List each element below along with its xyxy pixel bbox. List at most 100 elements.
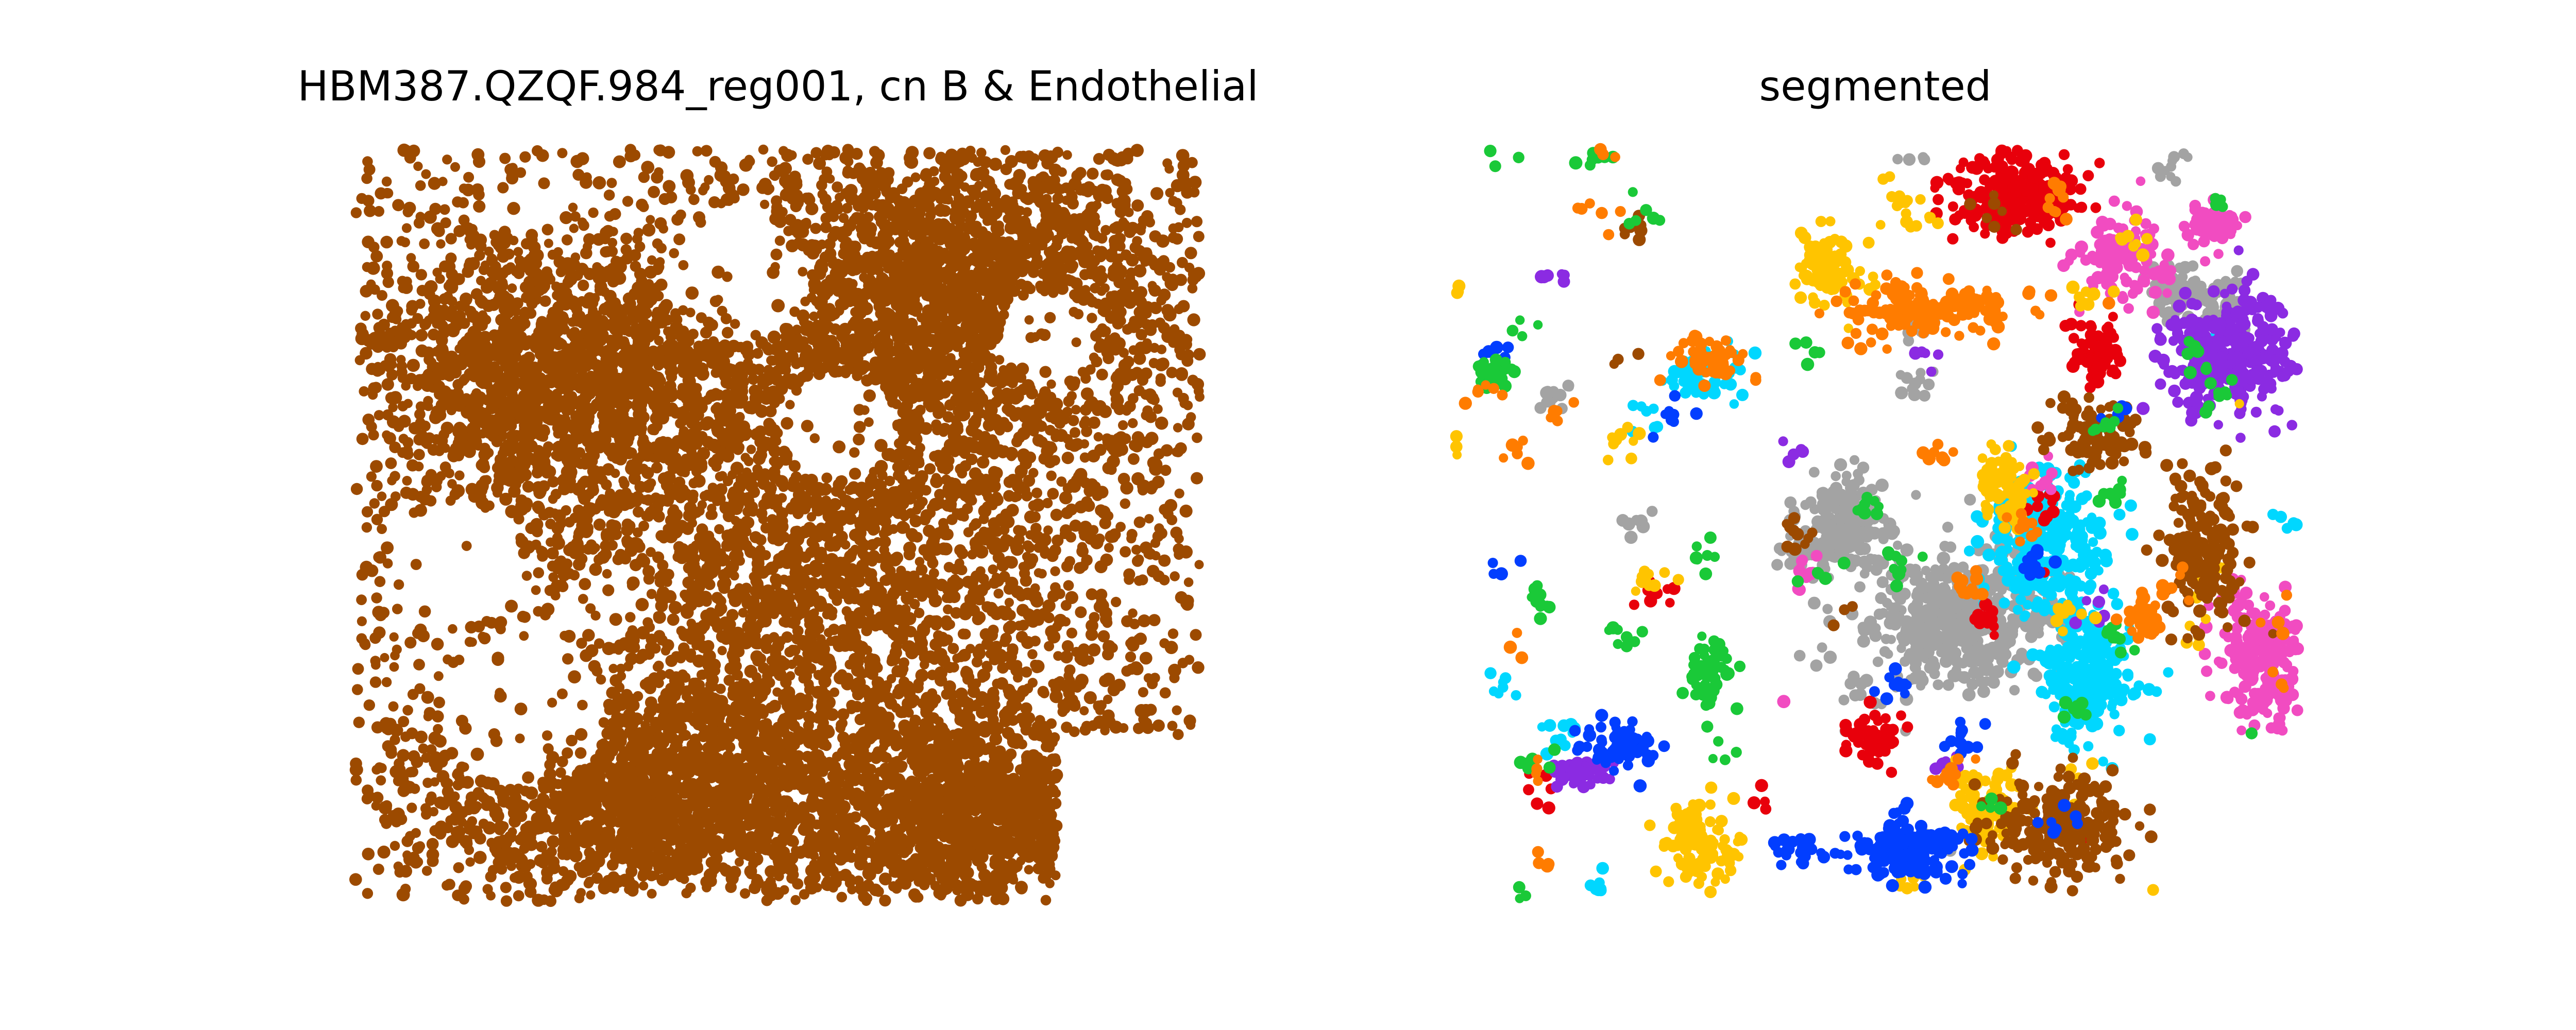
cell-point — [1158, 554, 1171, 567]
cell-point — [445, 495, 456, 506]
cell-point — [572, 168, 585, 181]
cell-point — [806, 512, 817, 522]
cell-point — [578, 594, 588, 604]
cell-point — [817, 860, 828, 871]
cell-point — [1159, 687, 1171, 699]
cell-point — [790, 895, 801, 905]
cell-point — [994, 226, 1005, 237]
cell-point — [574, 447, 586, 458]
cell-point — [767, 330, 781, 344]
cell-point — [597, 551, 610, 564]
cell-point — [602, 584, 615, 596]
cell-point — [1118, 348, 1129, 358]
cell-point — [780, 676, 792, 689]
cell-point — [987, 686, 999, 699]
cell-point — [647, 707, 657, 716]
cell-point — [722, 751, 732, 761]
cell-point — [1094, 443, 1107, 456]
cell-point — [756, 407, 767, 418]
cell-point — [583, 879, 594, 889]
cell-point — [952, 879, 963, 890]
cell-point — [413, 659, 425, 671]
cell-point — [1128, 608, 1138, 618]
cell-point — [685, 713, 694, 723]
cell-point — [820, 212, 832, 224]
cell-point — [861, 376, 872, 386]
cell-point — [947, 643, 959, 655]
cell-point — [760, 199, 770, 209]
cell-point — [931, 473, 941, 483]
cell-point — [813, 157, 826, 170]
cell-point — [362, 848, 375, 861]
cell-point — [706, 673, 719, 686]
cell-point — [918, 203, 927, 213]
cell-point — [1160, 465, 1172, 476]
cell-point — [1060, 650, 1073, 664]
cell-point — [740, 888, 751, 899]
cell-point — [585, 644, 599, 658]
cell-point — [853, 433, 865, 445]
cell-point — [770, 248, 783, 261]
cell-point — [1129, 619, 1140, 629]
cell-point — [638, 520, 649, 531]
cell-point — [588, 207, 599, 218]
cell-point — [1052, 234, 1063, 246]
cell-point — [598, 717, 609, 728]
cell-point — [723, 675, 735, 686]
cell-point — [390, 650, 400, 661]
cell-point — [737, 183, 750, 196]
cell-point — [1160, 444, 1173, 457]
cell-point — [460, 880, 472, 892]
cell-point — [715, 602, 727, 615]
cell-point — [1133, 723, 1145, 734]
cell-point — [990, 467, 1003, 479]
cell-point — [1021, 666, 1032, 678]
cell-point — [427, 855, 439, 867]
cell-point — [1056, 476, 1067, 487]
cell-point — [1192, 661, 1205, 674]
cell-point — [1010, 542, 1024, 556]
cell-point — [406, 802, 417, 813]
cell-point — [406, 253, 416, 263]
cell-point — [1098, 184, 1112, 198]
cell-point — [407, 260, 420, 273]
cell-point — [1159, 574, 1170, 586]
cell-point — [368, 430, 379, 441]
cell-point — [1014, 621, 1024, 631]
cell-point — [396, 367, 408, 378]
cell-point — [507, 202, 520, 215]
cell-point — [381, 378, 394, 391]
cell-point — [1108, 533, 1119, 543]
cell-point — [700, 145, 713, 157]
cell-point — [392, 604, 403, 614]
cell-point — [1191, 472, 1204, 485]
cell-point — [1102, 169, 1113, 181]
cell-point — [533, 567, 545, 578]
cell-point — [406, 727, 418, 740]
cell-point — [771, 299, 785, 313]
cell-point — [382, 558, 393, 569]
cell-point — [829, 687, 840, 697]
cell-point — [542, 730, 553, 741]
cell-point — [832, 181, 843, 193]
cell-point — [1179, 545, 1193, 559]
cell-point — [609, 208, 621, 220]
cell-point — [1093, 153, 1105, 165]
cell-point — [1128, 453, 1140, 465]
cell-point — [480, 503, 490, 513]
cell-point — [575, 263, 589, 276]
cell-point — [377, 524, 387, 534]
cell-point — [521, 571, 532, 581]
cell-point — [406, 358, 420, 372]
cell-point — [544, 768, 556, 781]
cell-point — [955, 464, 966, 475]
cell-point — [730, 319, 740, 329]
cell-point — [470, 747, 484, 761]
cell-point — [394, 867, 405, 878]
cell-point — [663, 569, 674, 580]
cell-point — [1194, 560, 1204, 570]
cell-point — [940, 542, 953, 556]
cell-point — [1069, 726, 1080, 737]
cell-point — [851, 148, 863, 160]
cell-point — [603, 190, 615, 201]
